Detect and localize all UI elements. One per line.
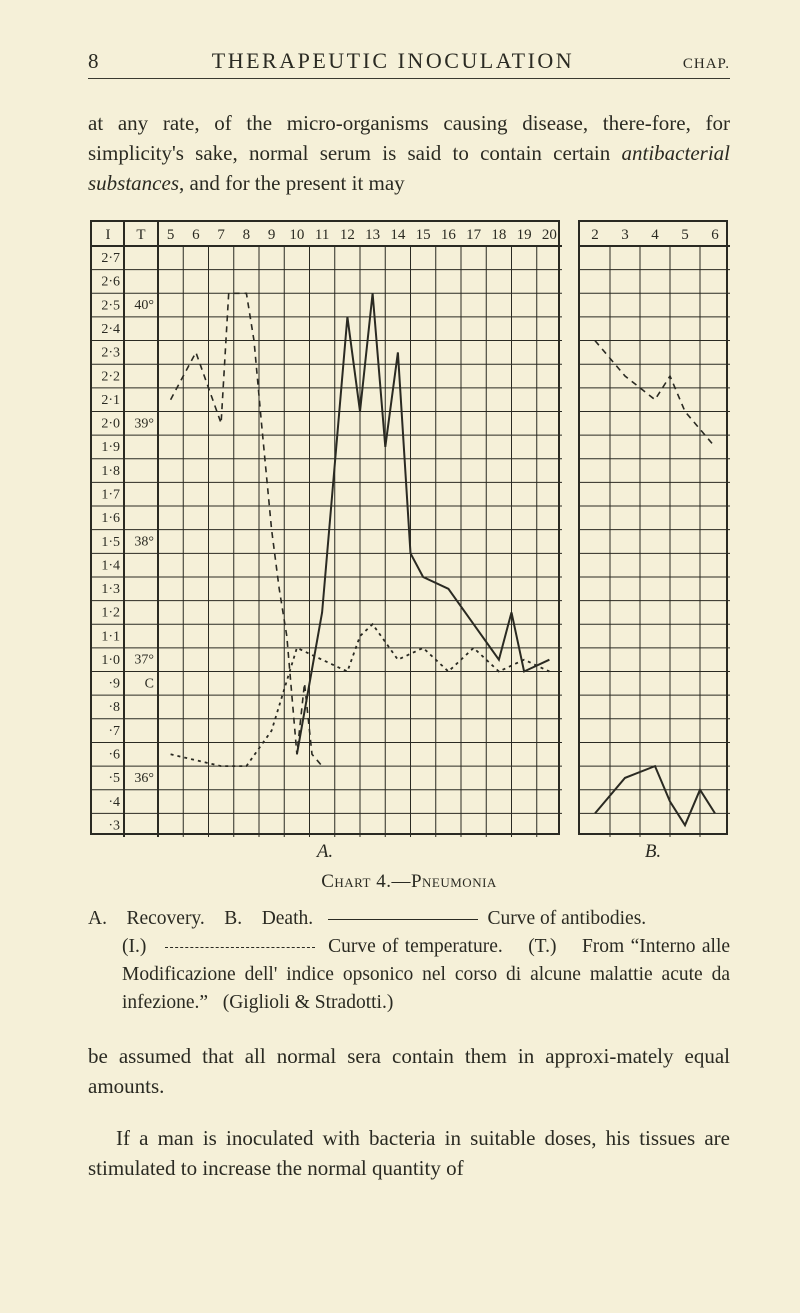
svg-text:2·5: 2·5 [101,299,120,314]
svg-text:·6: ·6 [108,748,120,763]
legend-temp: Curve of temperature. [328,936,503,957]
svg-text:1·8: 1·8 [101,464,120,479]
svg-text:5: 5 [681,227,689,243]
svg-text:9: 9 [268,227,276,243]
page: 8 THERAPEUTIC INOCULATION CHAP. at any r… [0,0,800,1313]
caption-b: B. [578,841,728,863]
svg-text:18: 18 [491,227,506,243]
svg-text:2·7: 2·7 [101,252,120,267]
svg-text:36°: 36° [134,771,154,786]
chart-title: Chart 4.—Pneumonia [88,871,730,893]
chart-a-box: I T 5 6 7 8 9 10 11 12 13 14 15 16 17 18 19 20 2·7 2·6 2·5 2·… [90,220,560,835]
chart-legend: A. Recovery. B. Death. Curve of antibodi… [88,905,730,1016]
paragraph-3: If a man is inoculated with bacteria in … [88,1124,730,1184]
svg-text:12: 12 [340,227,355,243]
chart-b-svg: 2 3 4 5 6 [580,222,730,837]
svg-text:1·7: 1·7 [101,488,120,503]
svg-text:13: 13 [365,227,380,243]
svg-text:2·2: 2·2 [101,370,120,385]
chart-title-word: Pneumonia [411,871,497,892]
svg-text:1·4: 1·4 [101,559,120,574]
svg-text:3: 3 [621,227,629,243]
legend-antibodies: Curve of antibodies. [488,908,647,929]
svg-text:·7: ·7 [108,724,120,739]
svg-text:1·6: 1·6 [101,512,120,527]
chart-b-box: 2 3 4 5 6 [578,220,728,835]
chart-title-num: 4.— [371,871,411,892]
legend-from: From [582,936,624,957]
svg-text:17: 17 [466,227,482,243]
svg-text:39°: 39° [134,417,154,432]
legend-i-label: (I.) [122,936,146,957]
svg-text:1·3: 1·3 [101,582,120,597]
chart-row: IT5678910111213141516171819202·72·62·52·… [88,220,730,835]
svg-text:2·1: 2·1 [101,393,120,408]
legend-attrib: (Giglioli & Stradotti.) [223,992,394,1013]
legend-solid-rule [328,919,478,920]
svg-text:·5: ·5 [108,772,120,787]
paragraph-2: be assumed that all normal sera contain … [88,1042,730,1102]
page-number: 8 [88,49,116,74]
legend-dashed-rule [165,947,315,948]
svg-text:1·1: 1·1 [101,630,120,645]
legend-t-label: (T.) [528,936,556,957]
svg-text:·9: ·9 [108,677,120,692]
svg-text:T: T [136,227,145,243]
svg-text:·3: ·3 [108,819,120,834]
svg-text:2: 2 [591,227,599,243]
svg-text:7: 7 [217,227,225,243]
svg-text:C: C [145,677,154,692]
svg-text:2·6: 2·6 [101,275,120,290]
svg-text:14: 14 [390,227,406,243]
caption-a: A. [90,841,560,863]
svg-text:I: I [106,227,111,243]
legend-a-text: Recovery. [126,908,204,929]
legend-b-label: B. [224,908,242,929]
paragraph-1-b: , and for the present it may [179,171,405,195]
svg-text:·8: ·8 [108,701,120,716]
svg-text:1·5: 1·5 [101,535,120,550]
svg-text:1·0: 1·0 [101,653,120,668]
svg-text:11: 11 [315,227,329,243]
chart-a-svg: I T 5 6 7 8 9 10 11 12 13 14 15 16 17 18 19 20 2·7 2·6 2·5 2·… [92,222,562,837]
running-head: 8 THERAPEUTIC INOCULATION CHAP. [88,48,730,79]
svg-text:6: 6 [711,227,719,243]
paragraph-1: at any rate, of the micro-organisms caus… [88,109,730,198]
svg-text:37°: 37° [134,653,154,668]
chart-title-prefix: Chart [321,871,371,892]
svg-text:2·0: 2·0 [101,417,120,432]
svg-text:38°: 38° [134,535,154,550]
svg-text:10: 10 [289,227,304,243]
svg-text:2·3: 2·3 [101,346,120,361]
running-title: THERAPEUTIC INOCULATION [116,48,670,74]
svg-text:6: 6 [192,227,200,243]
svg-text:15: 15 [416,227,431,243]
svg-text:2·4: 2·4 [101,322,120,337]
svg-text:8: 8 [243,227,251,243]
legend-b-text: Death. [262,908,313,929]
svg-text:20: 20 [542,227,557,243]
svg-text:1·9: 1·9 [101,441,120,456]
svg-text:1·2: 1·2 [101,606,120,621]
legend-a-label: A. [88,908,107,929]
chapter-marker: CHAP. [670,56,730,73]
chart-caption-row: A. B. [88,841,730,863]
svg-text:·4: ·4 [108,795,120,810]
svg-text:40°: 40° [134,299,154,314]
svg-text:19: 19 [517,227,532,243]
svg-text:4: 4 [651,227,659,243]
svg-text:16: 16 [441,227,457,243]
svg-text:5: 5 [167,227,175,243]
